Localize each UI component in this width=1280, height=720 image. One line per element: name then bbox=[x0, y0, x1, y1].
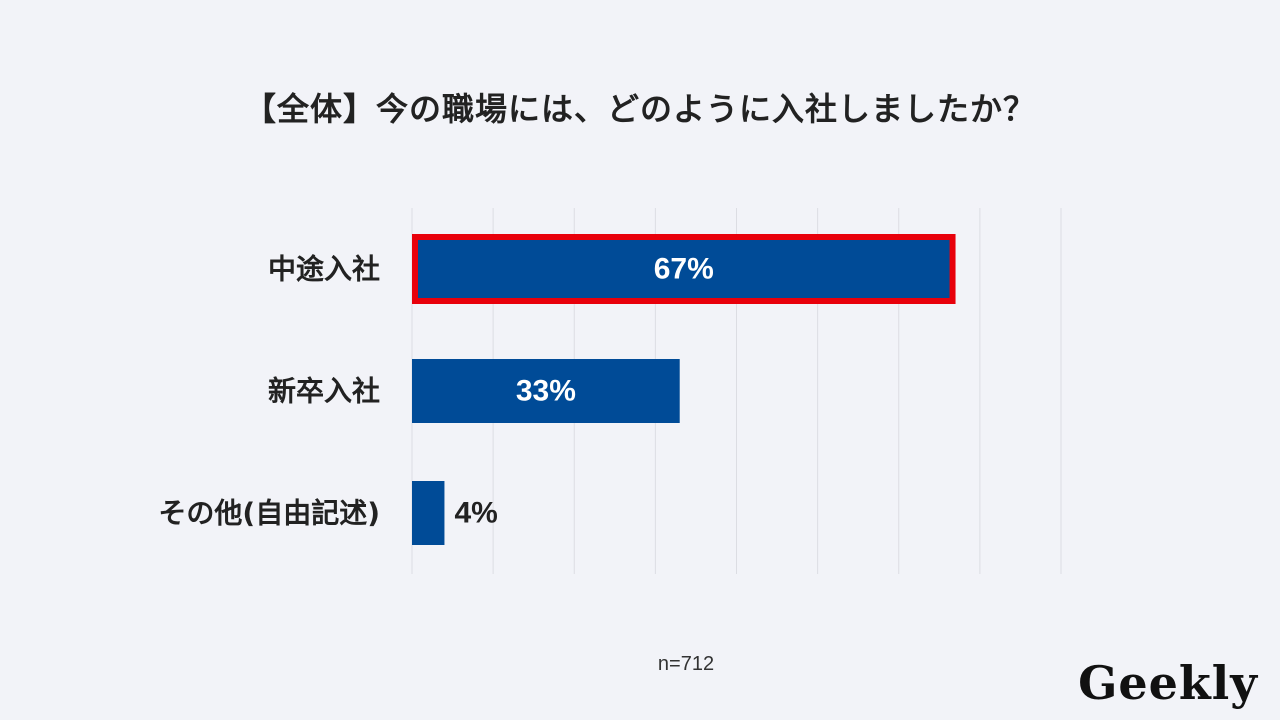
category-label: 中途入社 bbox=[268, 253, 380, 286]
chart-title: 【全体】今の職場には、どのように入社しましたか？ bbox=[243, 90, 1036, 128]
value-label: 4% bbox=[454, 497, 497, 530]
bar bbox=[412, 359, 680, 423]
bar bbox=[418, 240, 950, 298]
category-label: その他(自由記述) bbox=[158, 497, 380, 530]
category-label: 新卒入社 bbox=[268, 375, 380, 408]
value-label: 33% bbox=[516, 375, 576, 408]
value-label: 67% bbox=[654, 253, 714, 286]
sample-size-label: n=712 bbox=[657, 653, 715, 675]
bar bbox=[412, 481, 445, 545]
geekly-logo: Geekly bbox=[1078, 656, 1258, 710]
